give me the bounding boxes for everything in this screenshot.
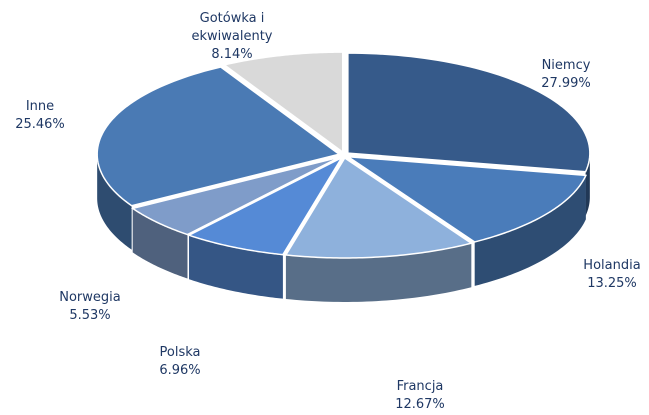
- category-label: Gotówka i ekwiwalenty: [191, 11, 273, 44]
- pie-tops: [96, 51, 591, 259]
- value-label: 27.99%: [541, 76, 591, 91]
- data-label: Norwegia 5.53%: [59, 289, 120, 325]
- slice: [130, 156, 341, 236]
- value-label: 5.53%: [69, 308, 111, 323]
- value-label: 8.14%: [211, 47, 253, 62]
- data-label: Polska 6.96%: [159, 344, 200, 380]
- data-label: Gotówka i ekwiwalenty 8.14%: [177, 10, 287, 64]
- slice: [222, 51, 344, 154]
- value-label: 25.46%: [15, 117, 65, 132]
- data-label: Inne 25.46%: [15, 98, 65, 134]
- slice-side: [132, 208, 188, 279]
- category-label: Niemcy: [541, 58, 591, 73]
- category-label: Polska: [159, 345, 201, 360]
- slice-side: [97, 154, 132, 250]
- category-label: Inne: [25, 99, 55, 114]
- slice: [187, 155, 344, 256]
- slice: [96, 66, 341, 207]
- slice: [284, 156, 474, 259]
- slice: [347, 52, 591, 173]
- slice-side: [474, 175, 586, 286]
- data-label: Francja 12.67%: [395, 378, 445, 414]
- slice-side: [189, 235, 283, 299]
- category-label: Holandia: [583, 258, 641, 273]
- value-label: 12.67%: [395, 397, 445, 412]
- category-label: Norwegia: [59, 290, 121, 305]
- data-label: Niemcy 27.99%: [541, 57, 591, 93]
- value-label: 13.25%: [587, 276, 637, 291]
- slice: [345, 155, 588, 243]
- value-label: 6.96%: [159, 363, 201, 378]
- slice-side: [585, 153, 590, 216]
- data-label: Holandia 13.25%: [583, 257, 640, 293]
- category-label: Francja: [396, 379, 444, 394]
